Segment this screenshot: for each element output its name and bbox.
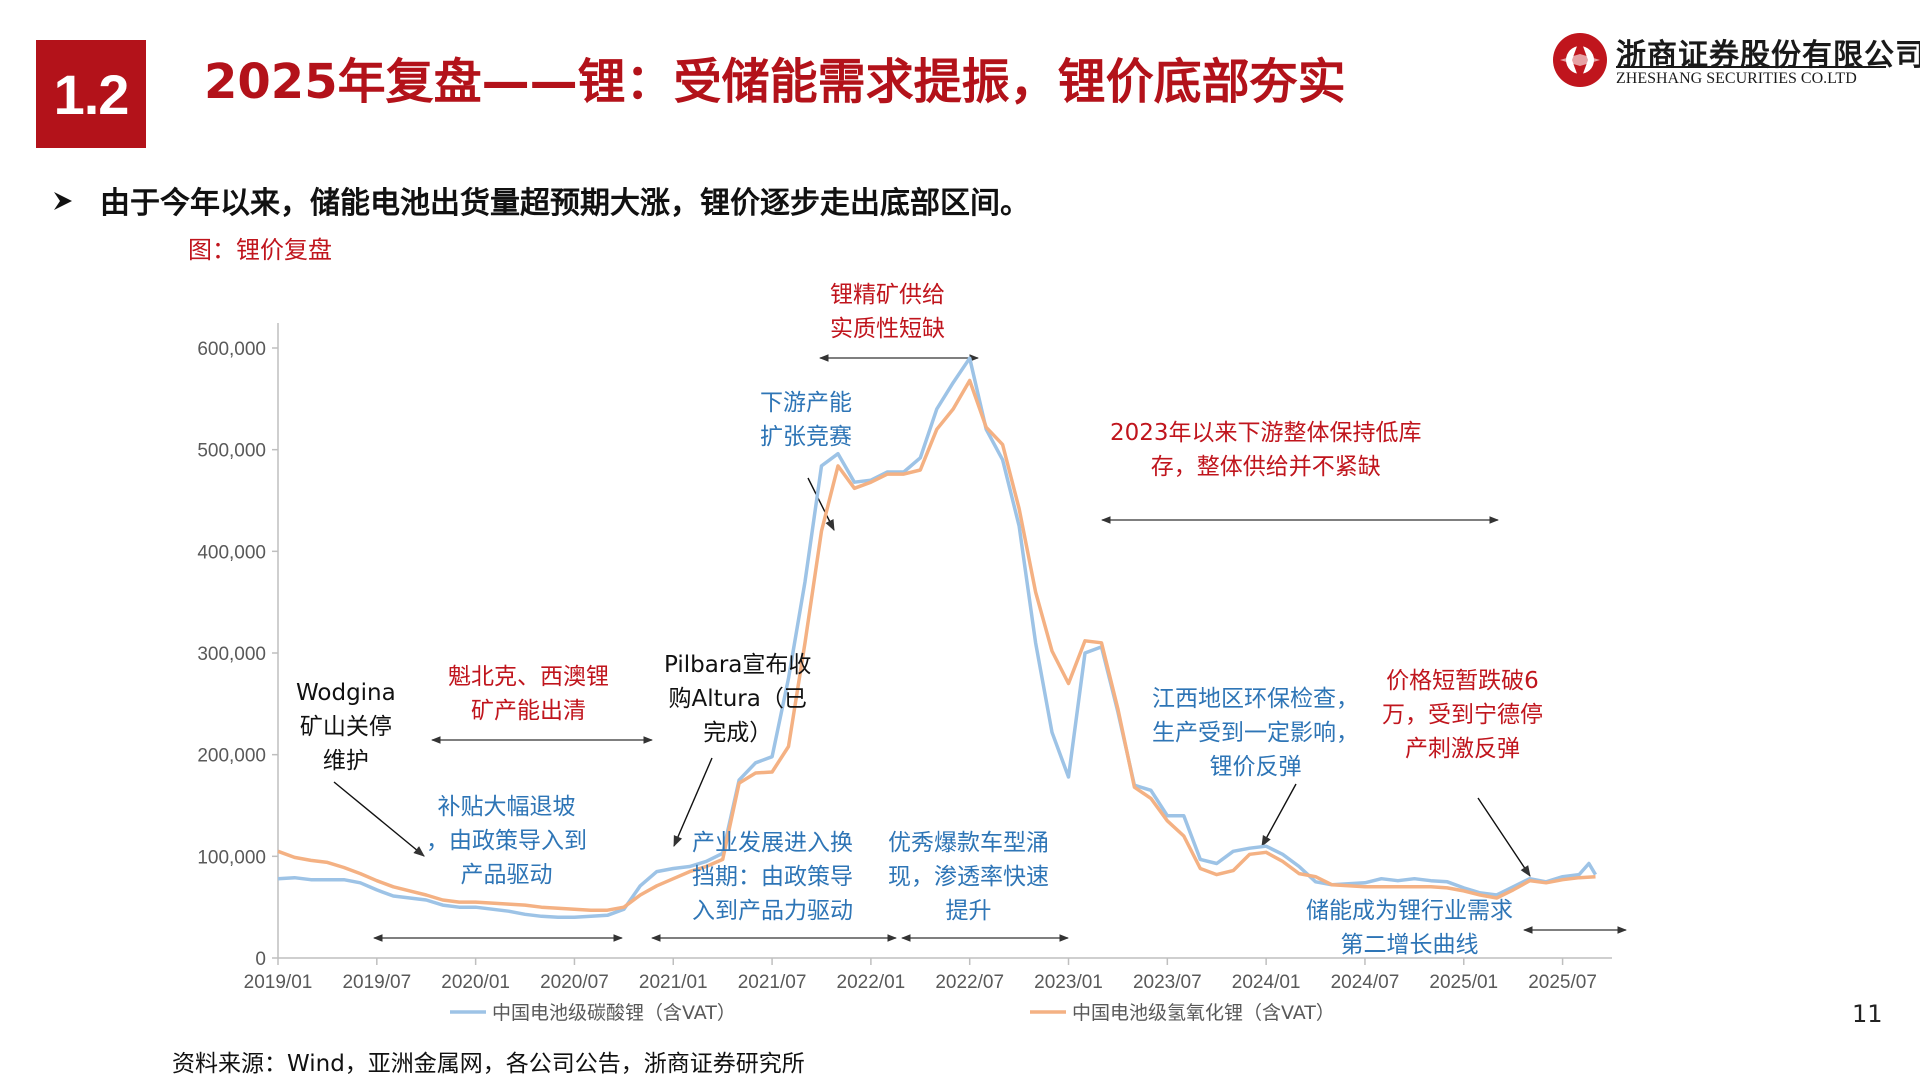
- x-tick-label: 2021/01: [639, 972, 708, 993]
- y-tick-label: 500,000: [197, 441, 266, 462]
- pointer-arrow: [1261, 783, 1297, 847]
- series-line-1: [277, 356, 1598, 920]
- pointer-arrow: [673, 757, 713, 848]
- annotation-jiangxi: 江西地区环保检查， 生产受到一定影响， 锂价反弹: [1152, 686, 1359, 780]
- annotation-catl: 价格短暂跌破6 万，受到宁德停 产刺激反弹: [1382, 668, 1543, 762]
- x-tick-label: 2023/01: [1034, 972, 1103, 993]
- y-tick-label: 0: [255, 949, 266, 970]
- y-tick-label: 300,000: [197, 644, 266, 665]
- x-tick-label: 2021/07: [738, 972, 807, 993]
- annotation-pilbara: Pilbara宣布收 购Altura（已 完成）: [664, 652, 812, 746]
- annotation-arrows: [333, 354, 1627, 942]
- page-title: 2025年复盘——锂：受储能需求提振，锂价底部夯实: [204, 54, 1346, 110]
- legend-label-2: 中国电池级氢氧化锂（含VAT）: [1072, 1002, 1335, 1024]
- chart-legend: 中国电池级碳酸锂（含VAT） 中国电池级氢氧化锂（含VAT）: [450, 1002, 1335, 1024]
- x-tick-label: 2023/07: [1133, 972, 1202, 993]
- annotation-subsidy: 补贴大幅退坡 ，由政策导入到 产品驱动: [426, 794, 587, 888]
- x-tick-label: 2024/01: [1232, 972, 1301, 993]
- pointer-arrow: [807, 477, 835, 532]
- annotation-ev-models: 优秀爆款车型涌 现，渗透率快速 提升: [888, 830, 1049, 924]
- pointer-arrow: [1477, 797, 1531, 877]
- y-tick-label: 600,000: [197, 339, 266, 360]
- y-tick-label: 400,000: [197, 542, 266, 563]
- section-number-badge: 1.2: [36, 40, 146, 148]
- pointer-arrow: [333, 781, 425, 857]
- annotation-quebec: 魁北克、西澳锂 矿产能出清: [448, 664, 609, 724]
- x-tick-label: 2025/07: [1528, 972, 1597, 993]
- source-note: 资料来源：Wind，亚洲金属网，各公司公告，浙商证券研究所: [172, 1051, 805, 1077]
- series-lines: [277, 356, 1598, 920]
- y-tick-label: 100,000: [197, 847, 266, 868]
- figure-caption: 图：锂价复盘: [188, 236, 332, 264]
- x-tick-label: 2020/07: [540, 972, 609, 993]
- x-tick-label: 2019/01: [244, 972, 313, 993]
- x-tick-label: 2024/07: [1331, 972, 1400, 993]
- page-number: 11: [1852, 1000, 1883, 1028]
- arrow-bullet-icon: [52, 186, 80, 221]
- key-point-text: 由于今年以来，储能电池出货量超预期大涨，锂价逐步走出底部区间。: [100, 186, 1030, 221]
- company-logo: 浙商证券股份有限公司 ZHESHANG SECURITIES CO.LTD: [1548, 30, 1920, 92]
- x-tick-label: 2022/01: [837, 972, 906, 993]
- zheshang-logo-icon: [1553, 33, 1607, 87]
- logo-underline: [1616, 66, 1886, 68]
- y-tick-label: 200,000: [197, 746, 266, 767]
- chart-axes: 0 100,000 200,000 300,000 400,000 500,000 600,…: [197, 323, 1612, 993]
- logo-english-name: ZHESHANG SECURITIES CO.LTD: [1616, 70, 1857, 87]
- annotation-storage: 储能成为锂行业需求 第二增长曲线: [1306, 898, 1513, 958]
- annotation-concentrate: 锂精矿供给 实质性短缺: [830, 282, 945, 342]
- series-line-2: [277, 378, 1596, 912]
- legend-label-1: 中国电池级碳酸锂（含VAT）: [492, 1002, 736, 1024]
- annotation-wodgina: Wodgina 矿山关停 维护: [296, 680, 396, 774]
- x-tick-label: 2019/07: [342, 972, 411, 993]
- x-tick-label: 2020/01: [441, 972, 510, 993]
- annotation-downstream: 下游产能 扩张竞赛: [760, 390, 852, 450]
- annotation-destock: 2023年以来下游整体保持低库 存，整体供给并不紧缺: [1110, 420, 1422, 480]
- x-tick-label: 2022/07: [935, 972, 1004, 993]
- x-tick-label: 2025/01: [1429, 972, 1498, 993]
- key-point: 由于今年以来，储能电池出货量超预期大涨，锂价逐步走出底部区间。: [52, 178, 1030, 222]
- annotation-industry: 产业发展进入换 挡期：由政策导 入到产品力驱动: [692, 830, 853, 924]
